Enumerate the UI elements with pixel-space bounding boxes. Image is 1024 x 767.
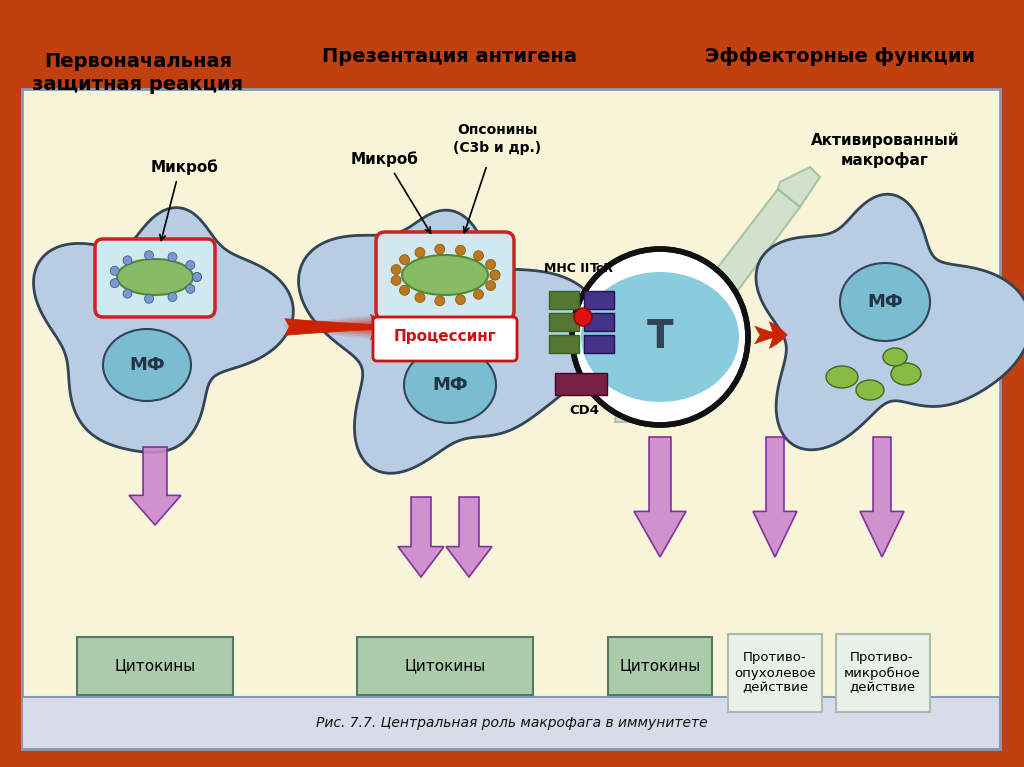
Polygon shape — [285, 315, 390, 339]
Text: Опсонины
(С3b и др.): Опсонины (С3b и др.) — [453, 123, 541, 155]
Polygon shape — [291, 319, 390, 335]
Circle shape — [391, 265, 401, 275]
Text: МФ: МФ — [432, 376, 468, 394]
Polygon shape — [634, 437, 686, 557]
FancyBboxPatch shape — [608, 637, 712, 695]
Circle shape — [490, 270, 500, 280]
Polygon shape — [299, 210, 602, 473]
Bar — [22, 697, 1000, 749]
Text: Цитокины: Цитокины — [404, 659, 485, 673]
Circle shape — [435, 296, 444, 306]
Text: Процессинг: Процессинг — [393, 330, 497, 344]
Circle shape — [456, 295, 466, 304]
Polygon shape — [860, 437, 904, 557]
Circle shape — [415, 248, 425, 258]
Polygon shape — [300, 325, 390, 329]
Polygon shape — [778, 167, 820, 207]
Text: Цитокины: Цитокины — [115, 659, 196, 673]
Circle shape — [415, 292, 425, 302]
Circle shape — [485, 281, 496, 291]
Text: МФ: МФ — [867, 293, 903, 311]
Text: Активированный
макрофаг: Активированный макрофаг — [811, 132, 959, 168]
Bar — [549, 313, 579, 331]
Circle shape — [185, 285, 195, 294]
Text: Микроб: Микроб — [351, 151, 419, 167]
Polygon shape — [288, 317, 390, 337]
Ellipse shape — [117, 259, 193, 295]
FancyBboxPatch shape — [95, 239, 215, 317]
Ellipse shape — [840, 263, 930, 341]
Circle shape — [435, 244, 444, 254]
Text: MHC II: MHC II — [545, 262, 590, 275]
Circle shape — [574, 308, 592, 326]
FancyBboxPatch shape — [373, 317, 517, 361]
Circle shape — [490, 270, 500, 280]
FancyBboxPatch shape — [376, 232, 514, 320]
Text: Цитокины: Цитокины — [620, 659, 700, 673]
Polygon shape — [294, 321, 390, 333]
Circle shape — [123, 289, 132, 298]
Circle shape — [485, 259, 496, 269]
FancyBboxPatch shape — [836, 634, 930, 712]
Circle shape — [399, 255, 410, 265]
Circle shape — [399, 285, 410, 295]
Circle shape — [144, 295, 154, 303]
Ellipse shape — [404, 347, 496, 423]
Polygon shape — [615, 189, 800, 422]
Polygon shape — [398, 497, 444, 577]
Bar — [549, 291, 579, 309]
Text: МФ: МФ — [129, 356, 165, 374]
Text: Рис. 7.7. Центральная роль макрофага в иммунитете: Рис. 7.7. Центральная роль макрофага в и… — [316, 716, 708, 730]
Circle shape — [168, 292, 177, 301]
Circle shape — [144, 251, 154, 260]
Bar — [584, 335, 614, 353]
Text: TcR: TcR — [590, 262, 614, 275]
Text: Противо-
микробное
действие: Противо- микробное действие — [844, 651, 921, 695]
Text: Противо-
опухолевое
действие: Противо- опухолевое действие — [734, 651, 816, 694]
Text: Микроб: Микроб — [152, 159, 219, 175]
Polygon shape — [753, 437, 797, 557]
Circle shape — [391, 275, 401, 285]
Circle shape — [111, 278, 119, 288]
Circle shape — [473, 251, 483, 261]
Ellipse shape — [883, 348, 907, 366]
Circle shape — [123, 256, 132, 265]
Polygon shape — [34, 208, 293, 453]
Text: Эффекторные функции: Эффекторные функции — [705, 47, 975, 66]
Polygon shape — [446, 497, 492, 577]
Polygon shape — [129, 447, 181, 525]
FancyBboxPatch shape — [357, 637, 534, 695]
Text: CD4: CD4 — [569, 403, 599, 416]
Bar — [555, 373, 607, 395]
Circle shape — [111, 266, 119, 275]
Ellipse shape — [103, 329, 191, 401]
Ellipse shape — [891, 363, 921, 385]
FancyBboxPatch shape — [728, 634, 822, 712]
Circle shape — [572, 249, 748, 425]
Text: Презентация антигена: Презентация антигена — [323, 47, 578, 66]
Bar — [584, 313, 614, 331]
Circle shape — [168, 252, 177, 262]
FancyBboxPatch shape — [77, 637, 233, 695]
Text: Первоначальная
защитная реакция: Первоначальная защитная реакция — [33, 52, 244, 94]
Circle shape — [193, 272, 202, 281]
Ellipse shape — [402, 255, 488, 295]
Polygon shape — [756, 194, 1024, 449]
Ellipse shape — [826, 366, 858, 388]
Text: Т: Т — [647, 318, 674, 356]
Bar — [549, 335, 579, 353]
Polygon shape — [297, 323, 390, 331]
Bar — [584, 291, 614, 309]
Circle shape — [456, 245, 466, 255]
Circle shape — [473, 289, 483, 299]
Circle shape — [193, 272, 202, 281]
Ellipse shape — [856, 380, 884, 400]
Ellipse shape — [581, 272, 739, 402]
Circle shape — [185, 261, 195, 270]
FancyBboxPatch shape — [22, 89, 1000, 749]
